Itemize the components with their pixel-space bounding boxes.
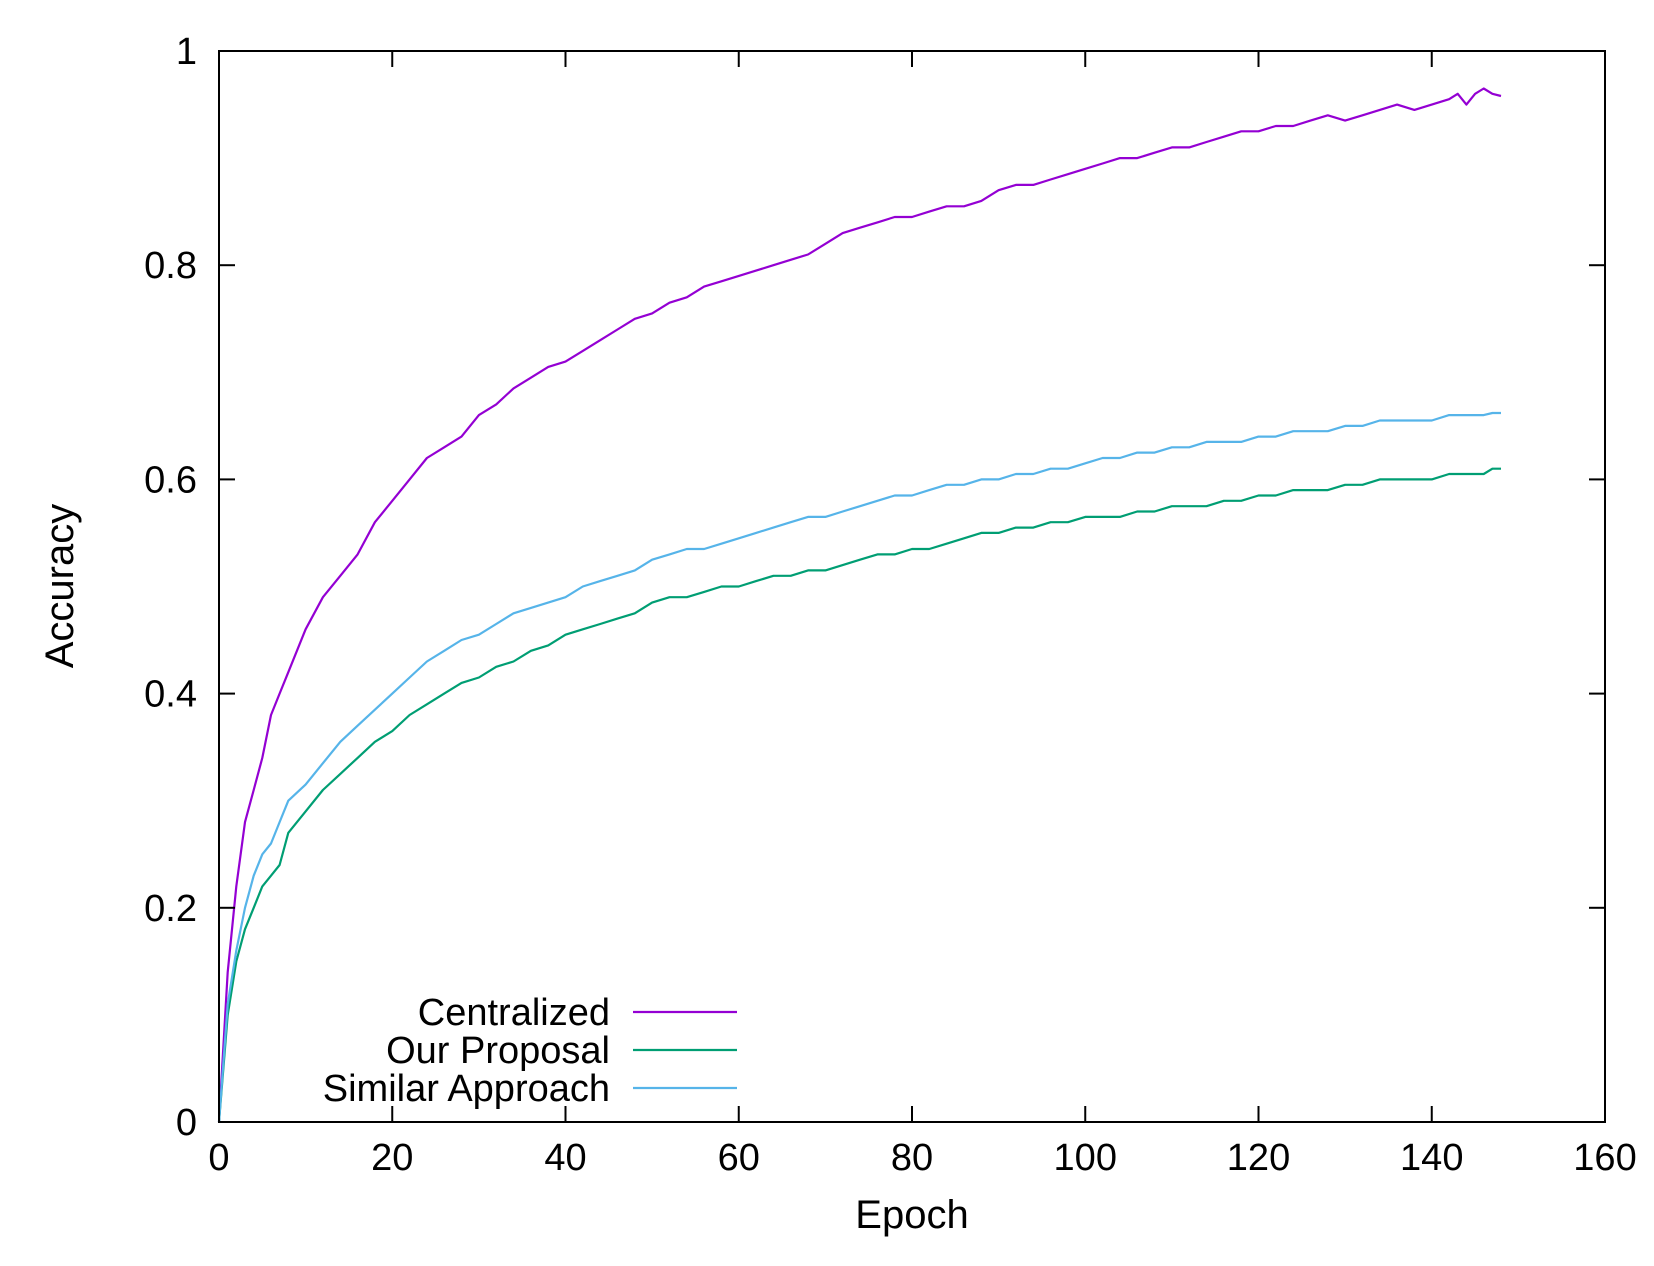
series-line-our-proposal xyxy=(217,467,1501,1123)
x-tick-label: 160 xyxy=(1573,1137,1636,1179)
y-tick-label: 0.8 xyxy=(144,245,197,287)
x-axis-title: Epoch xyxy=(855,1193,968,1237)
series-line-similar-approach xyxy=(217,411,1501,1123)
legend-label-our-proposal: Our Proposal xyxy=(386,1030,610,1072)
legend-label-similar-approach: Similar Approach xyxy=(323,1068,610,1110)
plot-frame xyxy=(218,50,1606,1123)
x-tick-label: 40 xyxy=(544,1137,586,1179)
tick-labels: 0 20 40 60 80 100 120 140 160 0 0.2 0.4 0.6 0.8 1 xyxy=(144,31,1637,1179)
x-tick-label: 20 xyxy=(371,1137,413,1179)
y-tick-label: 0 xyxy=(176,1102,197,1144)
x-tick-label: 120 xyxy=(1227,1137,1290,1179)
x-tick-label: 100 xyxy=(1054,1137,1117,1179)
x-tick-label: 60 xyxy=(718,1137,760,1179)
legend-label-centralized: Centralized xyxy=(418,992,610,1034)
x-tick-label: 140 xyxy=(1400,1137,1463,1179)
y-axis-title: Accuracy xyxy=(38,504,82,669)
x-tick-label: 80 xyxy=(891,1137,933,1179)
series-line-centralized xyxy=(217,87,1502,1123)
y-tick-label: 0.2 xyxy=(144,888,197,930)
x-tick-label: 0 xyxy=(208,1137,229,1179)
y-tick-label: 1 xyxy=(176,31,197,73)
y-tick-label: 0.6 xyxy=(144,459,197,501)
plot-lines xyxy=(217,87,1502,1123)
y-tick-label: 0.4 xyxy=(144,674,197,716)
